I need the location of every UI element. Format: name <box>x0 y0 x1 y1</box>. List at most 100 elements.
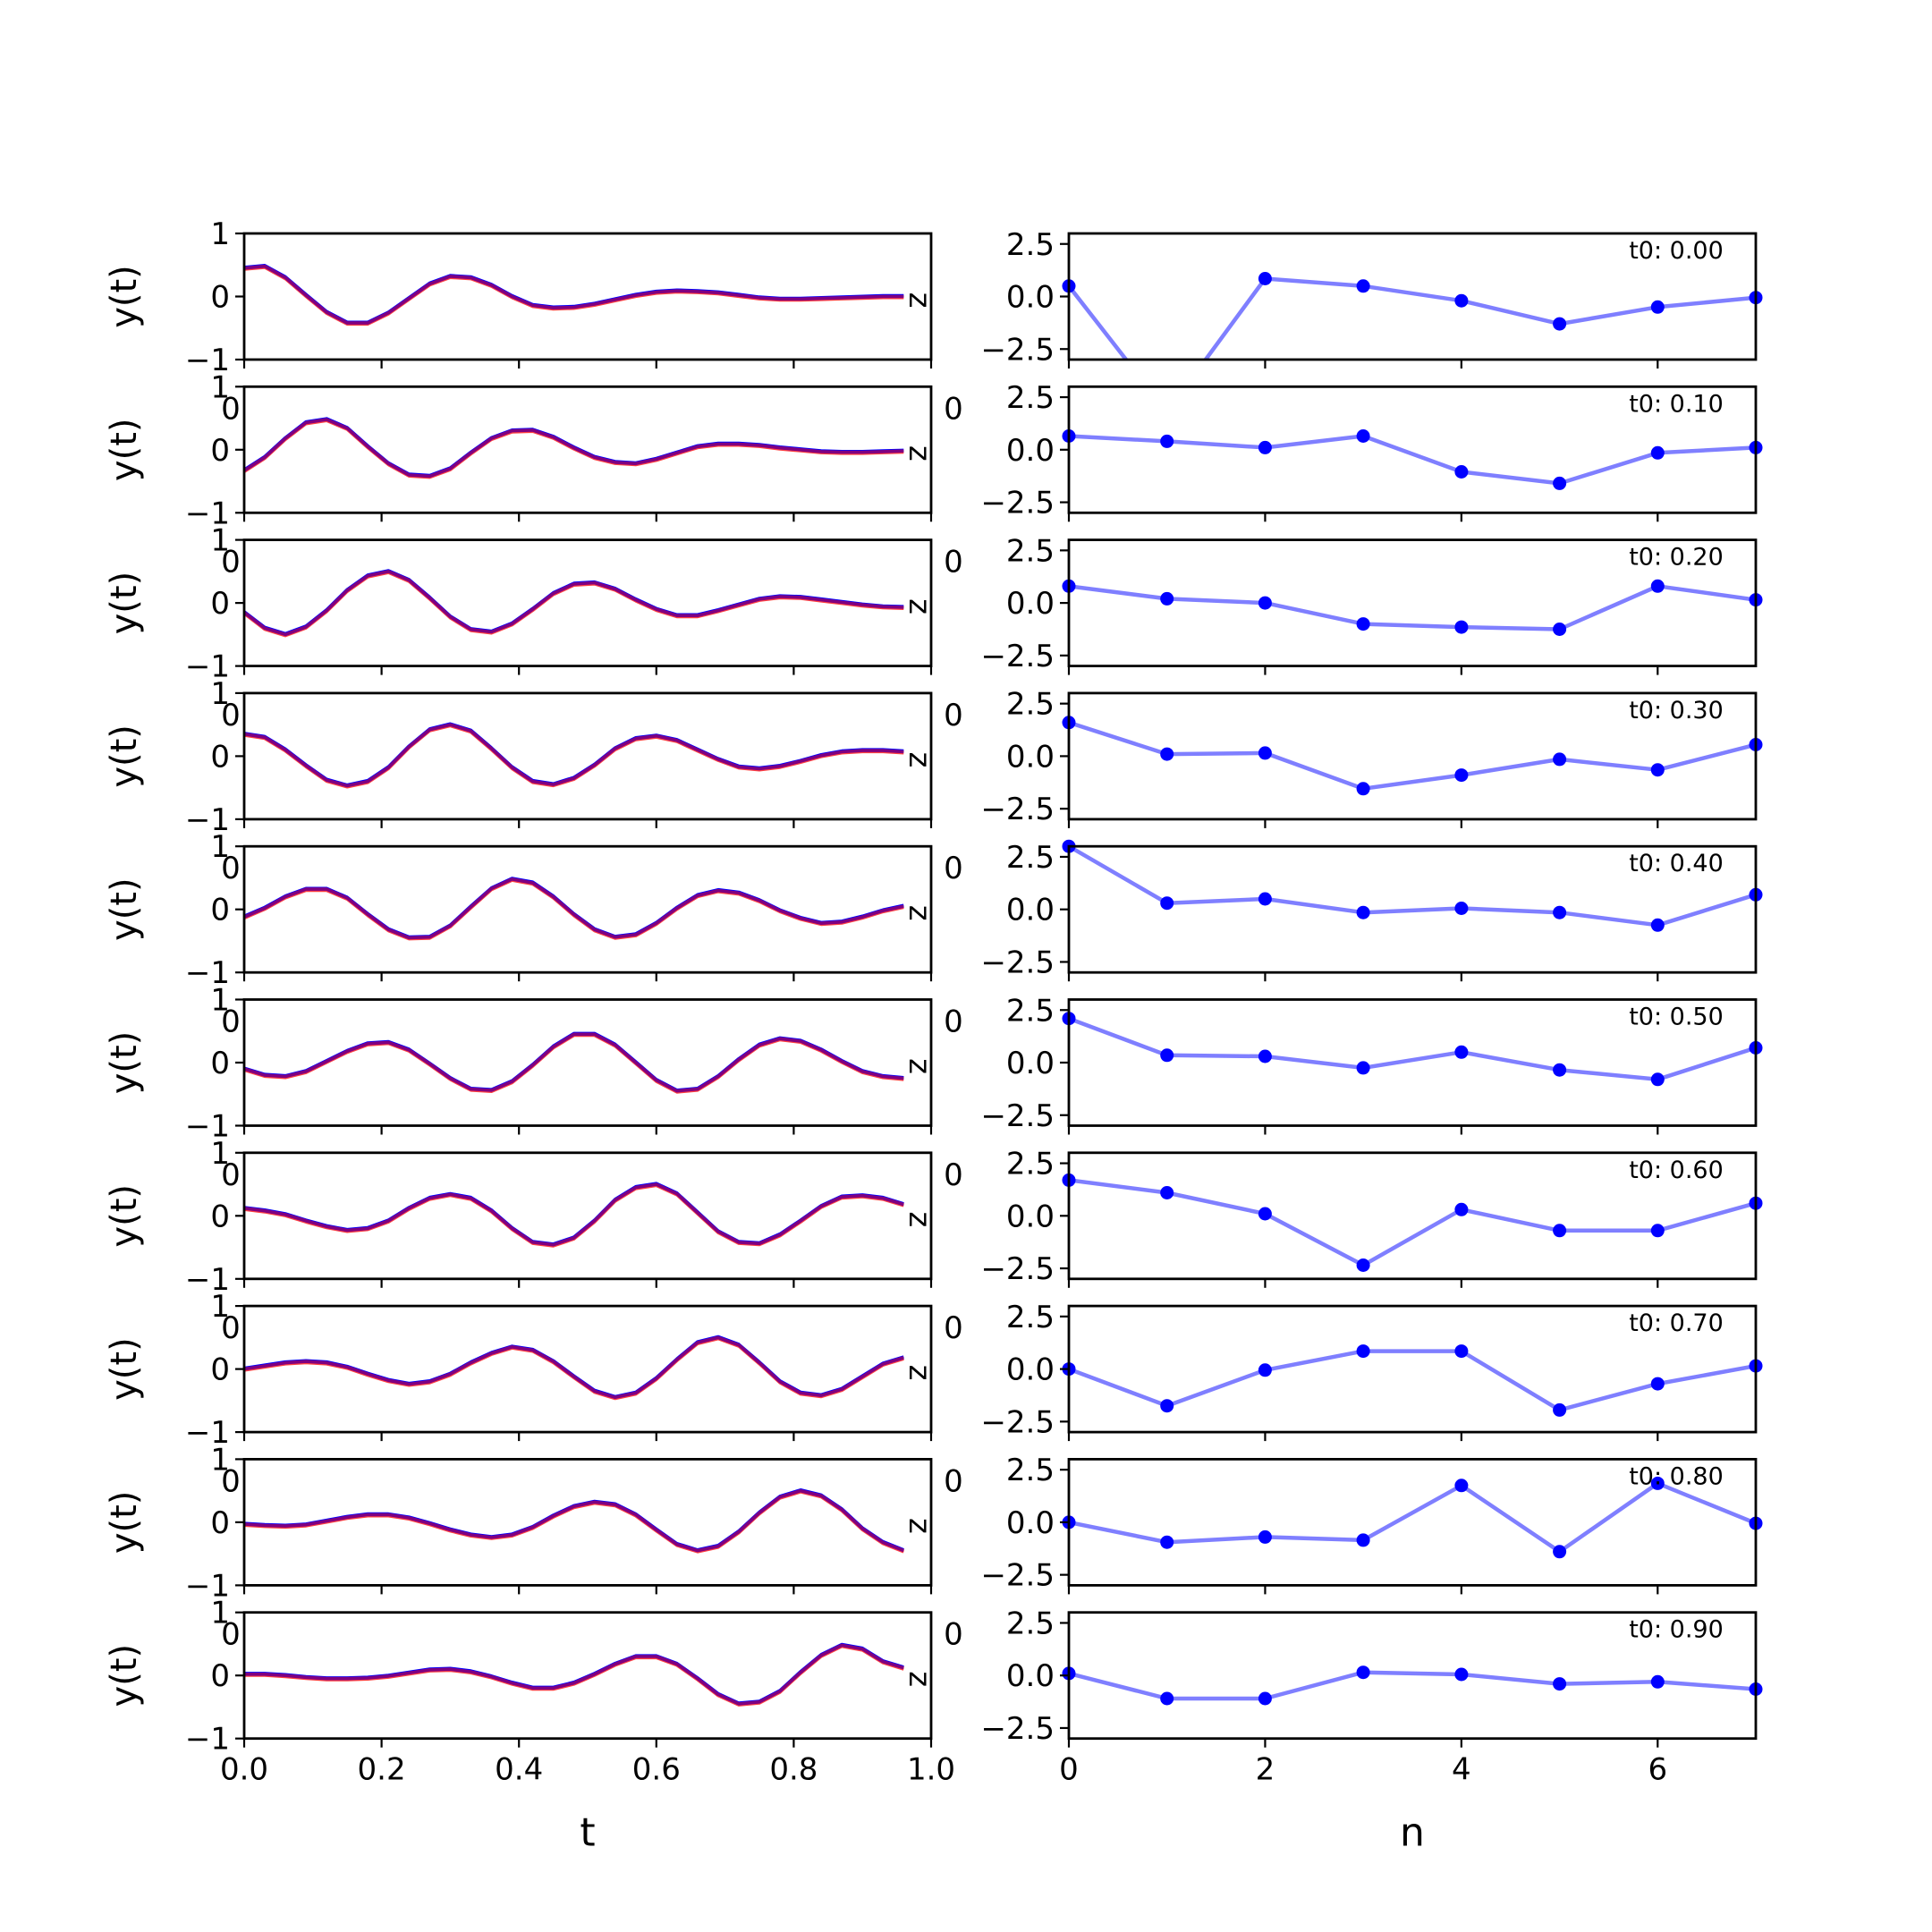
series-line <box>1069 1016 1756 1082</box>
overlap-tick-label: 0 <box>221 698 241 733</box>
y-tick-label: −2.5 <box>980 486 1055 521</box>
right-panel-row-9: 2.5 0.0 −2.5 t0: 0.90 0 0 2 4 6 n <box>944 1606 1763 1856</box>
right-panel-row-1: 2.5 0.0 −2.5 t0: 0.10 0 <box>944 380 1763 522</box>
y-axis-label: y(t) <box>104 1337 145 1401</box>
y-tick-label: 1 <box>210 216 230 252</box>
y-tick-label: −2.5 <box>980 1404 1055 1440</box>
data-point <box>1258 1691 1272 1706</box>
side-label-z: z <box>902 751 937 767</box>
y-tick-label: 1 <box>210 523 230 559</box>
data-point <box>1160 1186 1174 1199</box>
series-line-blue <box>244 264 904 324</box>
left-panel-row-4: 10−1y(t)0z <box>104 829 937 991</box>
series-line-purple <box>244 723 904 788</box>
right-panel-row-8: 2.5 0.0 −2.5 t0: 0.80 0 <box>944 1453 1763 1595</box>
y-axis-label: y(t) <box>104 1491 145 1555</box>
series-line-purple <box>244 1335 904 1400</box>
series-line-blue <box>244 1182 904 1246</box>
y-tick-label: −2.5 <box>980 1558 1055 1594</box>
y-tick-label: 1 <box>210 676 230 712</box>
data-point <box>1553 1677 1567 1691</box>
series-line-blue <box>244 569 904 635</box>
left-panel-row-2: 10−1y(t)0z <box>104 523 937 685</box>
left-panel-row-9: 10−1y(t)0z0.0 0.2 0.4 0.6 0.8 1.0t <box>104 1596 955 1856</box>
data-point <box>1650 1476 1665 1490</box>
overlap-tick-label: 0 <box>944 1310 963 1346</box>
data-point <box>1356 279 1370 293</box>
y-tick-label: 2.5 <box>1006 1606 1055 1641</box>
y-tick-label: 0.0 <box>1006 1658 1055 1694</box>
y-axis-label: y(t) <box>104 1031 145 1095</box>
t0-label: t0: 0.10 <box>1629 390 1724 418</box>
x-tick-label: 1.0 <box>907 1752 955 1788</box>
data-point <box>1553 752 1567 767</box>
data-point <box>1356 1533 1370 1547</box>
series-line-red <box>244 266 904 326</box>
side-label-z: z <box>902 1671 937 1687</box>
t0-label: t0: 0.40 <box>1629 850 1724 877</box>
y-tick-label: 0.0 <box>1006 1505 1055 1541</box>
data-point <box>1650 579 1665 593</box>
y-axis-label: y(t) <box>104 419 145 482</box>
data-point <box>1454 1045 1469 1059</box>
data-point <box>1258 1049 1272 1063</box>
data-point <box>1258 596 1272 610</box>
x-axis-label: t <box>580 1810 595 1856</box>
data-point <box>1258 1363 1272 1377</box>
series-line <box>1069 1349 1756 1412</box>
x-tick-label: 6 <box>1648 1752 1667 1788</box>
y-axis-label: y(t) <box>104 1644 145 1707</box>
data-point <box>1650 445 1665 460</box>
series-line-purple <box>244 1032 904 1093</box>
x-tick-label: 0.6 <box>632 1752 681 1788</box>
left-panel-row-8: 10−1y(t)0z <box>104 1442 937 1604</box>
data-point <box>1160 434 1174 448</box>
data-point <box>1356 429 1370 443</box>
y-tick-label: −2.5 <box>980 1251 1055 1287</box>
side-label-z: z <box>902 905 937 921</box>
series-line-blue <box>244 877 904 939</box>
y-tick-label: 0.0 <box>1006 1046 1055 1081</box>
data-point <box>1454 465 1469 479</box>
left-panel-row-6: 10−1y(t)0z <box>104 1136 937 1298</box>
series-line <box>1069 584 1756 631</box>
y-tick-label: −2.5 <box>980 945 1055 980</box>
data-point <box>1356 905 1370 919</box>
right-panel-row-0: 2.5 0.0 −2.5 t0: 0.00 <box>980 227 1763 369</box>
data-point <box>1553 905 1567 919</box>
left-panel-row-1: 10−1y(t)0z <box>104 369 937 531</box>
data-point <box>1454 1479 1469 1493</box>
right-panel-row-2: 2.5 0.0 −2.5 t0: 0.20 0 <box>944 533 1763 675</box>
data-point <box>1258 272 1272 285</box>
right-panel-row-6: 2.5 0.0 −2.5 t0: 0.60 0 <box>944 1147 1763 1288</box>
overlap-tick-label: 0 <box>944 698 963 733</box>
series-line-red <box>244 1490 904 1554</box>
series-line-blue <box>244 1642 904 1705</box>
series-line-purple <box>244 1643 904 1706</box>
y-tick-label: 0 <box>210 1658 230 1694</box>
y-tick-label: 1 <box>210 829 230 865</box>
series-line-purple <box>244 264 904 325</box>
series-line-red <box>244 1337 904 1401</box>
left-axes-frame <box>242 844 933 974</box>
y-tick-label: 1 <box>210 983 230 1019</box>
t0-label: t0: 0.00 <box>1629 237 1724 265</box>
y-tick-label: −2.5 <box>980 1098 1055 1134</box>
y-tick-label: −2.5 <box>980 792 1055 827</box>
data-point <box>1160 1399 1174 1413</box>
y-tick-label: −1 <box>185 1415 230 1451</box>
overlap-tick-label: 0 <box>944 1617 963 1653</box>
data-point <box>1454 1344 1469 1359</box>
y-tick-label: 0 <box>210 1505 230 1541</box>
series-line <box>1069 1670 1756 1701</box>
y-tick-label: 1 <box>210 1136 230 1172</box>
left-panel-row-7: 10−1y(t)0z <box>104 1289 937 1451</box>
series-line-purple <box>244 570 904 637</box>
data-point <box>1160 1048 1174 1063</box>
side-label-z: z <box>902 292 937 309</box>
y-axis-label: y(t) <box>104 877 145 941</box>
side-label-z: z <box>902 1365 937 1381</box>
y-tick-label: 1 <box>210 369 230 405</box>
series-line-purple <box>244 418 904 479</box>
data-point <box>1160 591 1174 606</box>
